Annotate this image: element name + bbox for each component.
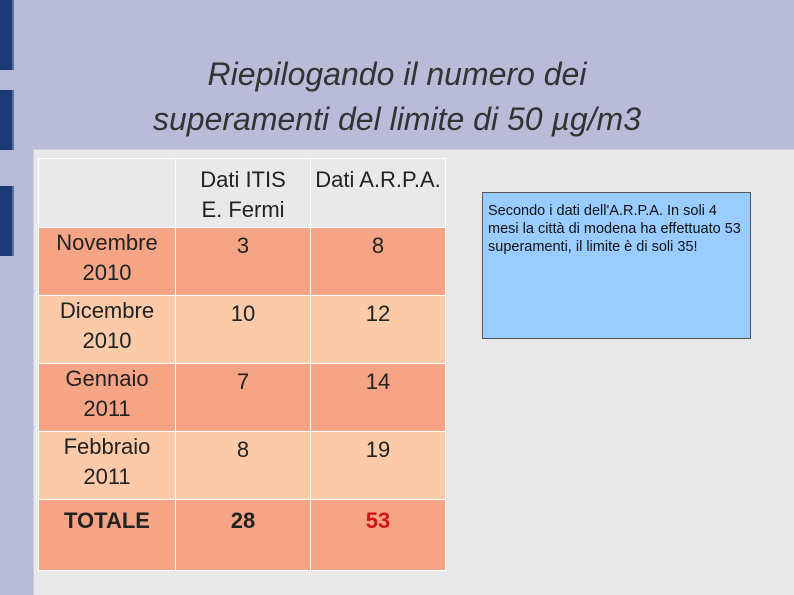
header-text: Dati ITIS E. Fermi: [200, 167, 286, 222]
header-row: Dati ITIS E. Fermi Dati A.R.P.A.: [38, 158, 446, 228]
header-cell: Dati A.R.P.A.: [310, 158, 446, 228]
total-label: TOTALE: [38, 499, 176, 571]
slide-title: Riepilogando il numero dei superamenti d…: [20, 52, 774, 142]
decor-bar: [0, 0, 14, 70]
total-cell: 53: [310, 499, 446, 571]
row-label: Febbraio 2011: [38, 431, 176, 500]
table-row: Febbraio 2011 8 19: [38, 431, 446, 500]
total-row: TOTALE 28 53: [38, 499, 446, 571]
table-row: Gennaio 2011 7 14: [38, 363, 446, 432]
title-line: superamenti del limite di 50 µg/m3: [153, 101, 641, 137]
table-row: Dicembre 2010 10 12: [38, 295, 446, 364]
data-table: Dati ITIS E. Fermi Dati A.R.P.A. Novembre …: [38, 158, 446, 571]
cell: 10: [175, 295, 311, 364]
note-box: Secondo i dati dell'A.R.P.A. In soli 4 m…: [482, 192, 751, 339]
decor-bar: [0, 90, 14, 150]
title-line: Riepilogando il numero dei: [207, 56, 587, 92]
row-label: Gennaio 2011: [38, 363, 176, 432]
cell: 3: [175, 227, 311, 296]
cell: 7: [175, 363, 311, 432]
header-text: Dati A.R.P.A.: [315, 167, 441, 192]
decor-bar: [0, 186, 14, 256]
cell: 14: [310, 363, 446, 432]
cell: 8: [310, 227, 446, 296]
cell: 19: [310, 431, 446, 500]
cell: 8: [175, 431, 311, 500]
total-cell: 28: [175, 499, 311, 571]
row-label: Dicembre 2010: [38, 295, 176, 364]
table-row: Novembre 2010 3 8: [38, 227, 446, 296]
cell: 12: [310, 295, 446, 364]
header-cell: [38, 158, 176, 228]
row-label: Novembre 2010: [38, 227, 176, 296]
header-cell: Dati ITIS E. Fermi: [175, 158, 311, 228]
